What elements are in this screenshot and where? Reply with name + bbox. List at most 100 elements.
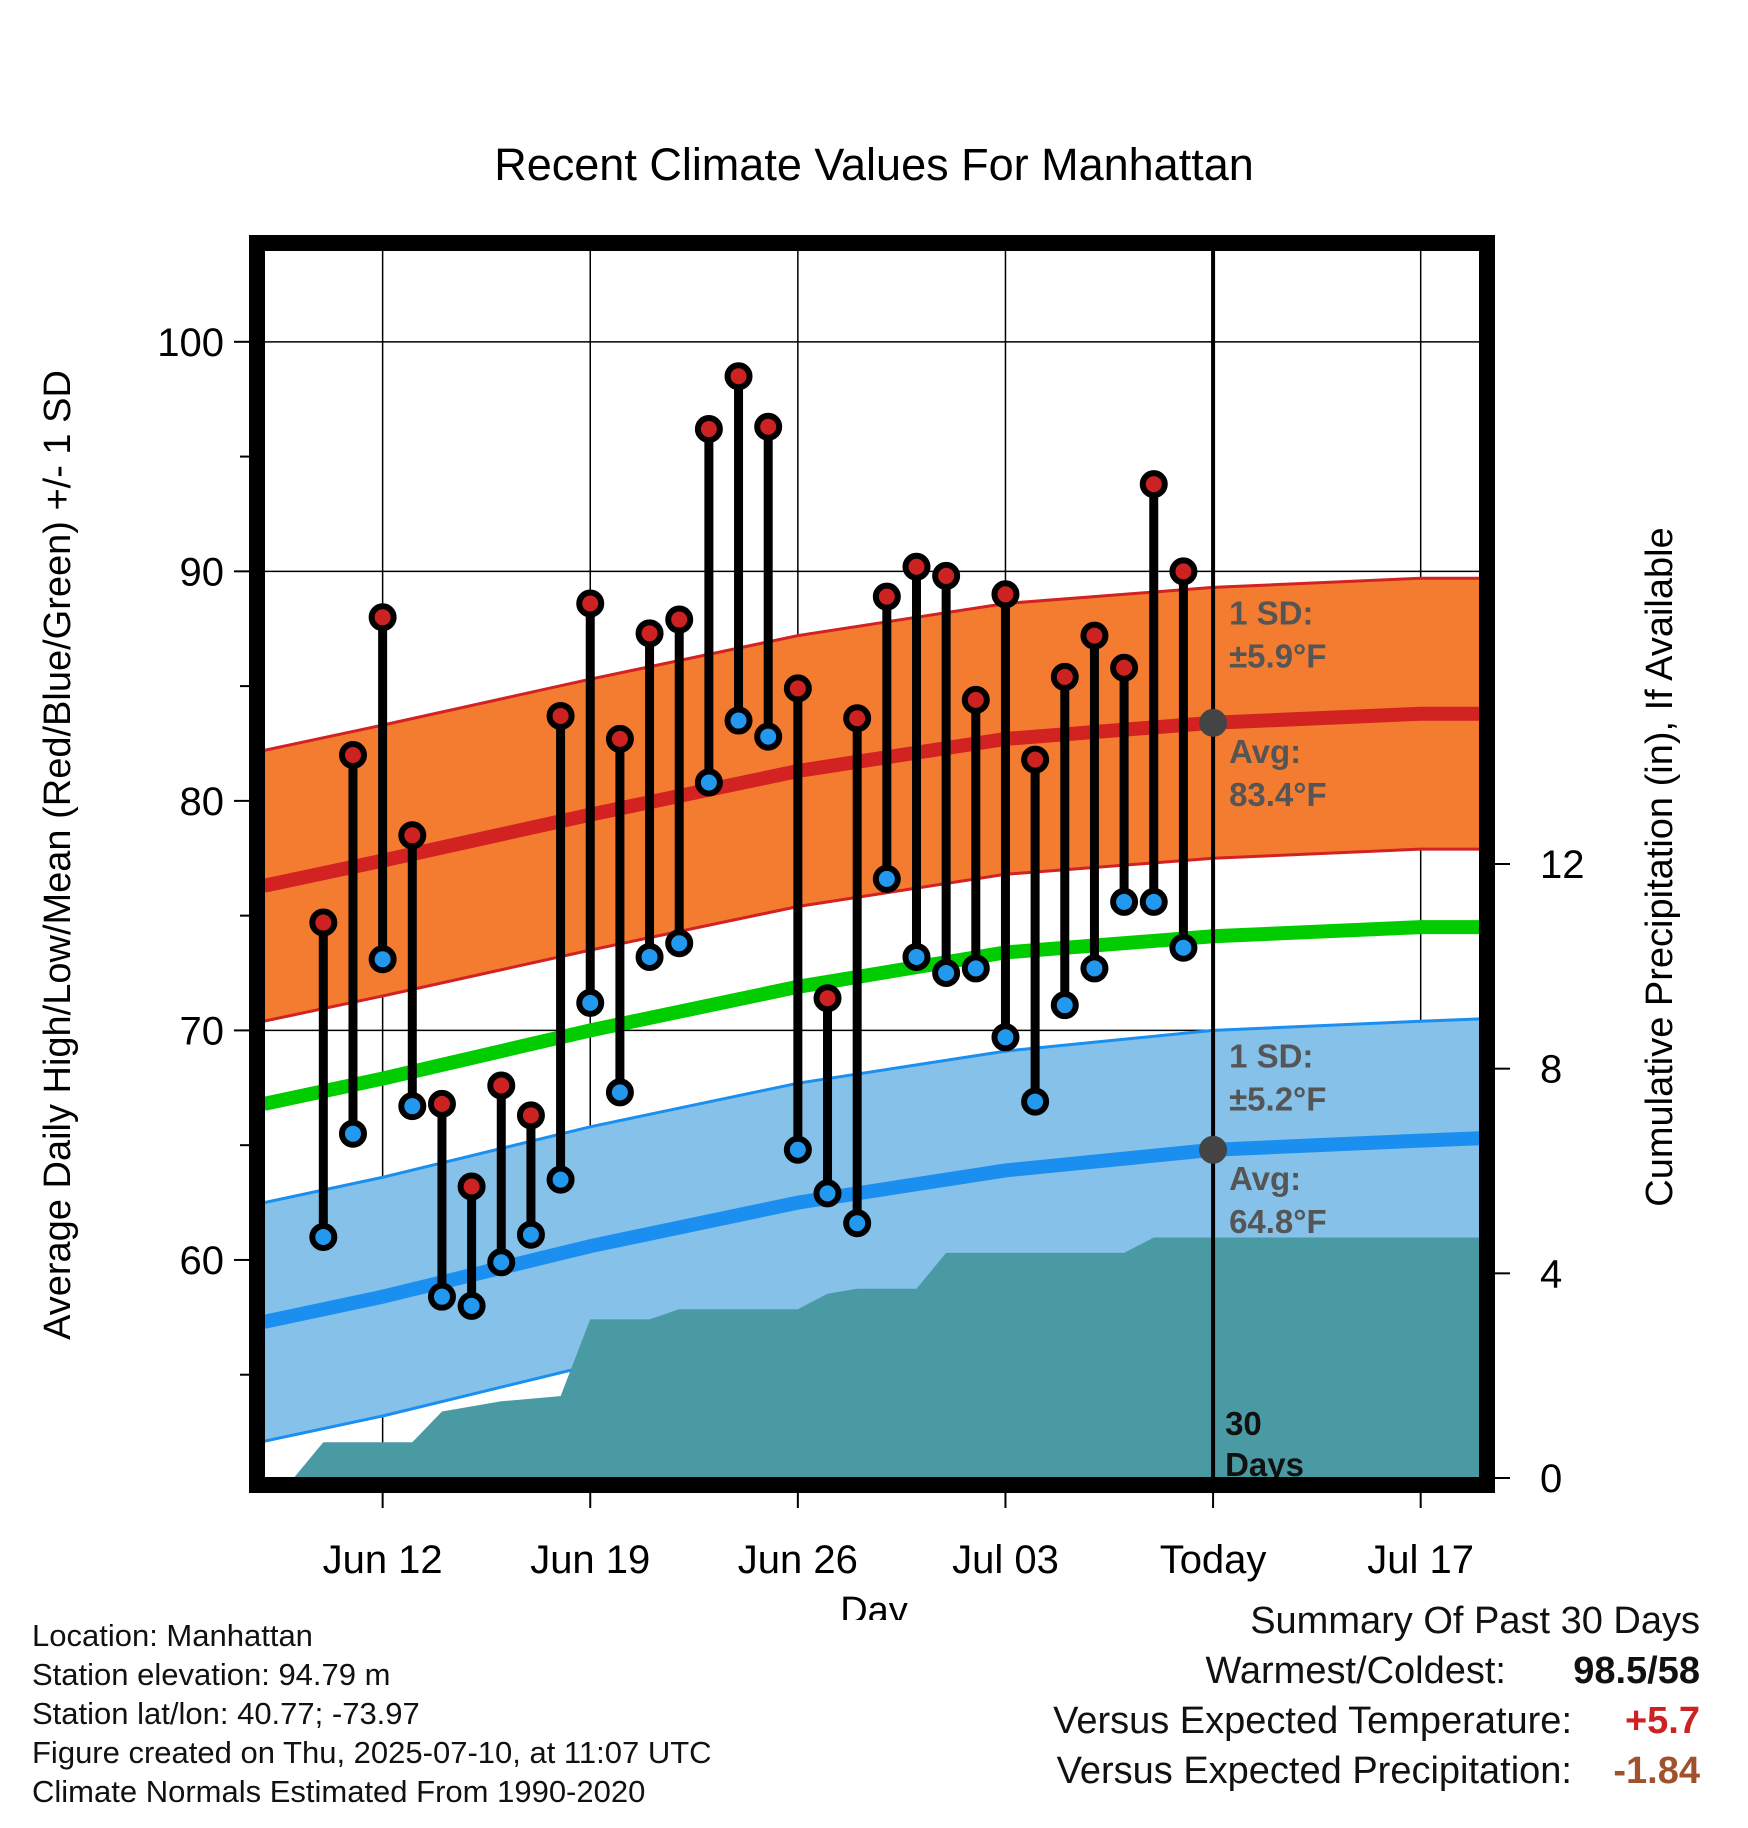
x-tick-label: Jul 03 [952, 1538, 1059, 1582]
daily-low-point [724, 706, 753, 735]
daily-low-point [338, 1119, 367, 1148]
daily-low-point [1021, 1087, 1050, 1116]
daily-high-point [368, 603, 397, 632]
daily-low-point [368, 945, 397, 974]
high-avg-label: Avg: [1229, 733, 1301, 770]
daily-high-point [724, 362, 753, 391]
x-tick-label: Jun 12 [323, 1538, 443, 1582]
high-normal-line [264, 706, 1480, 893]
daily-high-point [605, 724, 634, 753]
x-tick-label: Today [1160, 1538, 1267, 1582]
daily-high-point [902, 552, 931, 581]
daily-high-point [991, 580, 1020, 609]
daily-low-point [991, 1023, 1020, 1052]
daily-low-point [902, 942, 931, 971]
info-latlon: Station lat/lon: 40.77; -73.97 [32, 1696, 420, 1731]
daily-high-point [427, 1089, 456, 1118]
daily-high-point [872, 582, 901, 611]
daily-high-point [309, 908, 338, 937]
y2-tick-label: 12 [1540, 843, 1585, 887]
daily-low-point [1139, 887, 1168, 916]
daily-high-point [516, 1101, 545, 1130]
daily-low-point [1050, 991, 1079, 1020]
y-tick-label: 70 [180, 1009, 225, 1053]
y-tick-label: 60 [180, 1239, 225, 1283]
y-axis-label: Average Daily High/Low/Mean (Red/Blue/Gr… [37, 370, 79, 1340]
daily-low-point [635, 942, 664, 971]
daily-high-point [1139, 470, 1168, 499]
x-tick-label: Jun 19 [530, 1538, 650, 1582]
daily-low-point [1080, 954, 1109, 983]
x-tick-label: Jul 17 [1367, 1538, 1474, 1582]
daily-low-point [546, 1165, 575, 1194]
daily-low-point [427, 1282, 456, 1311]
climate-chart: Recent Climate Values For Manhattan 1 SD… [37, 139, 1681, 1620]
x-tick-label: Jun 26 [738, 1538, 858, 1582]
precip-days-label: Days [1225, 1446, 1304, 1483]
daily-low-point [694, 768, 723, 797]
low-sd-band-edge [264, 1017, 1480, 1205]
precip-days-label: 30 [1225, 1405, 1262, 1442]
daily-low-point [872, 864, 901, 893]
daily-low-point [605, 1078, 634, 1107]
daily-low-point [1110, 887, 1139, 916]
high-sd-band-edge [264, 576, 1480, 752]
mean-normal-line [264, 920, 1480, 1111]
today-low-normal-marker [1199, 1135, 1228, 1164]
low-avg-value: 64.8°F [1229, 1203, 1327, 1240]
daily-high-point [932, 561, 961, 590]
low-sd-label: 1 SD: [1229, 1037, 1313, 1074]
daily-high-point [1050, 662, 1079, 691]
daily-high-point [1169, 557, 1198, 586]
plot-content [264, 250, 1480, 1478]
daily-high-point [843, 704, 872, 733]
daily-low-point [516, 1220, 545, 1249]
high-sd-label: 1 SD: [1229, 594, 1313, 631]
daily-low-point [961, 954, 990, 983]
daily-high-point [635, 619, 664, 648]
daily-high-point [813, 984, 842, 1013]
daily-high-point [694, 415, 723, 444]
precipitation-area [293, 1237, 1480, 1478]
daily-low-point [665, 929, 694, 958]
high-avg-value: 83.4°F [1229, 776, 1327, 813]
y2-tick-label: 0 [1540, 1457, 1562, 1501]
daily-low-point [576, 988, 605, 1017]
summary-warmest-coldest-label: Warmest/Coldest: [1205, 1650, 1506, 1692]
y2-tick-label: 8 [1540, 1048, 1562, 1092]
daily-high-point [1080, 621, 1109, 650]
info-elevation: Station elevation: 94.79 m [32, 1657, 391, 1692]
y-tick-label: 100 [157, 321, 224, 365]
x-axis-label: Day [840, 1590, 908, 1620]
y-tick-label: 90 [180, 550, 225, 594]
plot-area: 1 SD: ±5.9°F Avg: 83.4°F 1 SD: ±5.2°F Avg: 64.8… [157, 235, 1585, 1582]
plot-frame [249, 235, 1495, 1493]
summary-temperature-label: Versus Expected Temperature: [1053, 1700, 1572, 1742]
daily-low-point [398, 1092, 427, 1121]
daily-high-point [754, 412, 783, 441]
daily-low-point [487, 1248, 516, 1277]
daily-high-point [487, 1071, 516, 1100]
high-sd-value: ±5.9°F [1229, 637, 1326, 674]
daily-low-point [843, 1209, 872, 1238]
summary-precipitation-value: -1.84 [1613, 1750, 1700, 1792]
low-sd-band [264, 1018, 1480, 1442]
daily-high-point [1110, 653, 1139, 682]
daily-low-point [1169, 933, 1198, 962]
info-location: Location: Manhattan [32, 1618, 313, 1653]
chart-title: Recent Climate Values For Manhattan [494, 139, 1254, 190]
daily-high-point [961, 685, 990, 714]
daily-high-point [338, 740, 367, 769]
daily-high-point [783, 674, 812, 703]
daily-low-point [813, 1179, 842, 1208]
daily-low-point [754, 722, 783, 751]
daily-low-point [457, 1291, 486, 1320]
daily-high-point [398, 821, 427, 850]
y-tick-label: 80 [180, 780, 225, 824]
summary-temperature-value: +5.7 [1624, 1700, 1700, 1742]
daily-high-point [546, 701, 575, 730]
summary-title: Summary Of Past 30 Days [1250, 1600, 1700, 1642]
low-normal-line [264, 1131, 1480, 1329]
high-sd-band [264, 578, 1480, 1022]
daily-high-point [1021, 745, 1050, 774]
